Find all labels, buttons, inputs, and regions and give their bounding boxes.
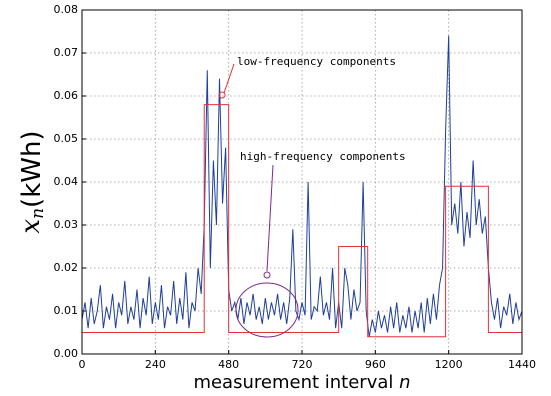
y-axis-subscript: n [28,208,48,219]
y-tick-label: 0.00 [54,347,79,360]
x-axis-label-var: n [399,372,410,393]
x-tick-label: 960 [365,358,386,371]
annotation-pointer [266,164,274,272]
annotation-ellipse [235,282,299,338]
y-tick-label: 0.01 [54,304,79,317]
y-tick-label: 0.06 [54,89,79,102]
series-line [82,104,522,338]
annotation-pointer [223,63,235,94]
y-tick-label: 0.07 [54,46,79,59]
x-tick-label: 480 [218,358,239,371]
annotation-label: high-frequency components [240,150,406,163]
y-tick-label: 0.08 [54,3,79,16]
x-tick-label: 0 [79,358,86,371]
annotation-label: low-frequency components [237,55,396,68]
y-tick-label: 0.03 [54,218,79,231]
y-tick-label: 0.05 [54,132,79,145]
y-tick-label: 0.02 [54,261,79,274]
x-axis-label: measurement interval n [193,372,410,393]
annotation-marker [263,271,271,279]
plot-frame [81,9,523,355]
y-tick-label: 0.04 [54,175,79,188]
x-tick-label: 720 [292,358,313,371]
y-axis-symbol: x [16,219,46,234]
annotation-marker [218,91,226,99]
series-line [81,35,523,337]
x-tick-label: 1200 [435,358,463,371]
x-tick-label: 1440 [508,358,536,371]
y-axis-label: xn(kWh) [16,130,48,233]
x-axis-label-text: measurement interval [193,372,393,393]
y-axis-unit: (kWh) [17,130,47,208]
x-tick-label: 240 [145,358,166,371]
